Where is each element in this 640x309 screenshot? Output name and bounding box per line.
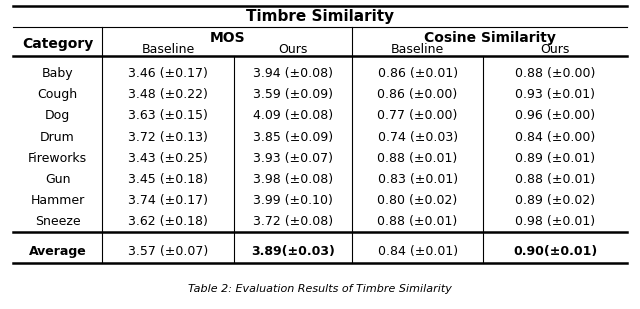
Text: 0.93 (±0.01): 0.93 (±0.01): [515, 88, 595, 101]
Text: 3.89(±0.03): 3.89(±0.03): [251, 245, 335, 258]
Text: 3.48 (±0.22): 3.48 (±0.22): [128, 88, 208, 101]
Text: Gun: Gun: [45, 173, 70, 186]
Text: Hammer: Hammer: [31, 194, 84, 207]
Text: 0.86 (±0.01): 0.86 (±0.01): [378, 67, 458, 80]
Text: Baseline: Baseline: [141, 43, 195, 56]
Text: 3.93 (±0.07): 3.93 (±0.07): [253, 152, 333, 165]
Text: 4.09 (±0.08): 4.09 (±0.08): [253, 109, 333, 122]
Text: 3.94 (±0.08): 3.94 (±0.08): [253, 67, 333, 80]
Text: Ours: Ours: [541, 43, 570, 56]
Text: 0.88 (±0.01): 0.88 (±0.01): [515, 173, 595, 186]
Text: 3.98 (±0.08): 3.98 (±0.08): [253, 173, 333, 186]
Text: 3.43 (±0.25): 3.43 (±0.25): [128, 152, 208, 165]
Text: 0.88 (±0.01): 0.88 (±0.01): [378, 215, 458, 228]
Text: 3.62 (±0.18): 3.62 (±0.18): [128, 215, 208, 228]
Text: Baby: Baby: [42, 67, 74, 80]
Text: 3.72 (±0.13): 3.72 (±0.13): [128, 131, 208, 144]
Text: 3.85 (±0.09): 3.85 (±0.09): [253, 131, 333, 144]
Text: Cosine Similarity: Cosine Similarity: [424, 31, 556, 45]
Text: Fireworks: Fireworks: [28, 152, 87, 165]
Text: 0.86 (±0.00): 0.86 (±0.00): [378, 88, 458, 101]
Text: 0.80 (±0.02): 0.80 (±0.02): [378, 194, 458, 207]
Text: 3.59 (±0.09): 3.59 (±0.09): [253, 88, 333, 101]
Text: Table 2: Evaluation Results of Timbre Similarity: Table 2: Evaluation Results of Timbre Si…: [188, 284, 452, 294]
Text: 0.84 (±0.00): 0.84 (±0.00): [515, 131, 595, 144]
Text: Average: Average: [29, 245, 86, 258]
Text: Ours: Ours: [278, 43, 307, 56]
Text: 0.88 (±0.00): 0.88 (±0.00): [515, 67, 595, 80]
Text: 0.96 (±0.00): 0.96 (±0.00): [515, 109, 595, 122]
Text: 3.45 (±0.18): 3.45 (±0.18): [128, 173, 208, 186]
Text: 0.89 (±0.02): 0.89 (±0.02): [515, 194, 595, 207]
Text: 0.98 (±0.01): 0.98 (±0.01): [515, 215, 595, 228]
Text: Timbre Similarity: Timbre Similarity: [246, 10, 394, 24]
Text: Drum: Drum: [40, 131, 75, 144]
Text: Cough: Cough: [38, 88, 77, 101]
Text: MOS: MOS: [209, 31, 245, 45]
Text: 3.99 (±0.10): 3.99 (±0.10): [253, 194, 333, 207]
Text: 3.72 (±0.08): 3.72 (±0.08): [253, 215, 333, 228]
Text: 0.90(±0.01): 0.90(±0.01): [513, 245, 597, 258]
Text: Dog: Dog: [45, 109, 70, 122]
Text: 3.63 (±0.15): 3.63 (±0.15): [128, 109, 208, 122]
Text: 3.57 (±0.07): 3.57 (±0.07): [128, 245, 208, 258]
Text: 0.88 (±0.01): 0.88 (±0.01): [378, 152, 458, 165]
Text: 0.83 (±0.01): 0.83 (±0.01): [378, 173, 458, 186]
Text: 3.74 (±0.17): 3.74 (±0.17): [128, 194, 208, 207]
Text: 3.46 (±0.17): 3.46 (±0.17): [128, 67, 208, 80]
Text: 0.89 (±0.01): 0.89 (±0.01): [515, 152, 595, 165]
Text: 0.84 (±0.01): 0.84 (±0.01): [378, 245, 458, 258]
Text: Sneeze: Sneeze: [35, 215, 81, 228]
Text: 0.77 (±0.00): 0.77 (±0.00): [378, 109, 458, 122]
Text: 0.74 (±0.03): 0.74 (±0.03): [378, 131, 458, 144]
Text: Baseline: Baseline: [391, 43, 444, 56]
Text: Category: Category: [22, 36, 93, 51]
